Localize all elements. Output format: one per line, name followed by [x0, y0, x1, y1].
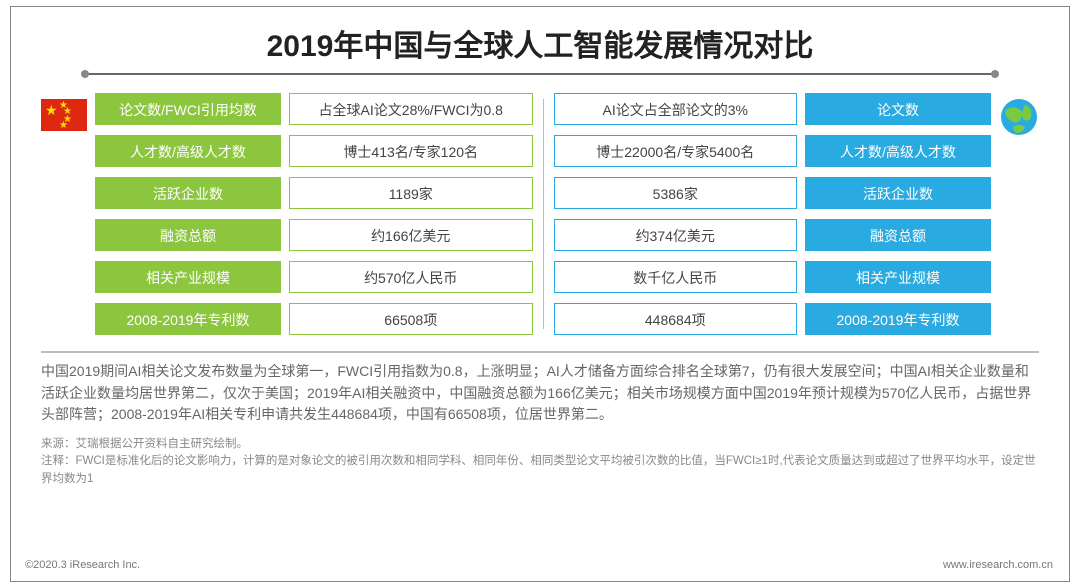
slide-title: 2019年中国与全球人工智能发展情况对比	[11, 21, 1069, 65]
china-label: 论文数/FWCI引用均数	[95, 93, 281, 125]
global-column: AI论文占全部论文的3% 论文数 博士22000名/专家5400名 人才数/高级…	[554, 93, 992, 335]
china-value: 约570亿人民币	[289, 261, 533, 293]
table-row: 5386家 活跃企业数	[554, 177, 992, 209]
global-value: 448684项	[554, 303, 798, 335]
remark-note: 注释：FWCI是标准化后的论文影响力，计算的是对象论文的被引用次数和相同学科、相…	[41, 453, 1039, 488]
china-label: 活跃企业数	[95, 177, 281, 209]
global-label: 2008-2019年专利数	[805, 303, 991, 335]
table-row: 活跃企业数 1189家	[95, 177, 533, 209]
china-value: 占全球AI论文28%/FWCI为0.8	[289, 93, 533, 125]
global-label: 融资总额	[805, 219, 991, 251]
global-label: 论文数	[805, 93, 991, 125]
china-flag-icon: ★ ★ ★ ★ ★	[41, 99, 87, 131]
global-value: 数千亿人民币	[554, 261, 798, 293]
china-label: 人才数/高级人才数	[95, 135, 281, 167]
horizontal-separator	[41, 351, 1039, 353]
copyright: ©2020.3 iResearch Inc.	[25, 559, 140, 571]
global-label: 相关产业规模	[805, 261, 991, 293]
table-row: AI论文占全部论文的3% 论文数	[554, 93, 992, 125]
global-value: 博士22000名/专家5400名	[554, 135, 798, 167]
table-row: 论文数/FWCI引用均数 占全球AI论文28%/FWCI为0.8	[95, 93, 533, 125]
table-row: 相关产业规模 约570亿人民币	[95, 261, 533, 293]
table-row: 博士22000名/专家5400名 人才数/高级人才数	[554, 135, 992, 167]
china-column: 论文数/FWCI引用均数 占全球AI论文28%/FWCI为0.8 人才数/高级人…	[95, 93, 533, 335]
china-value: 约166亿美元	[289, 219, 533, 251]
global-label: 人才数/高级人才数	[805, 135, 991, 167]
title-underline	[85, 73, 995, 75]
table-row: 人才数/高级人才数 博士413名/专家120名	[95, 135, 533, 167]
table-row: 448684项 2008-2019年专利数	[554, 303, 992, 335]
china-value: 66508项	[289, 303, 533, 335]
china-value: 1189家	[289, 177, 533, 209]
summary-paragraph: 中国2019期间AI相关论文发布数量为全球第一，FWCI引用指数为0.8，上涨明…	[41, 361, 1039, 426]
footnotes: 来源：艾瑞根据公开资料自主研究绘制。 注释：FWCI是标准化后的论文影响力，计算…	[41, 436, 1039, 488]
china-label: 融资总额	[95, 219, 281, 251]
vertical-divider	[543, 99, 544, 329]
site-url: www.iresearch.com.cn	[943, 559, 1053, 571]
comparison-table: ★ ★ ★ ★ ★ 论文数/FWCI引用均数 占全球AI论文28%/FWCI为0…	[41, 93, 1039, 335]
global-label: 活跃企业数	[805, 177, 991, 209]
global-value: 约374亿美元	[554, 219, 798, 251]
table-row: 2008-2019年专利数 66508项	[95, 303, 533, 335]
china-value: 博士413名/专家120名	[289, 135, 533, 167]
slide-frame: 2019年中国与全球人工智能发展情况对比 ★ ★ ★ ★ ★ 论文数/FWCI引…	[10, 6, 1070, 582]
china-label: 2008-2019年专利数	[95, 303, 281, 335]
table-row: 约374亿美元 融资总额	[554, 219, 992, 251]
global-value: 5386家	[554, 177, 798, 209]
global-value: AI论文占全部论文的3%	[554, 93, 798, 125]
table-row: 融资总额 约166亿美元	[95, 219, 533, 251]
globe-icon	[999, 97, 1039, 137]
source-note: 来源：艾瑞根据公开资料自主研究绘制。	[41, 436, 1039, 453]
table-row: 数千亿人民币 相关产业规模	[554, 261, 992, 293]
china-label: 相关产业规模	[95, 261, 281, 293]
